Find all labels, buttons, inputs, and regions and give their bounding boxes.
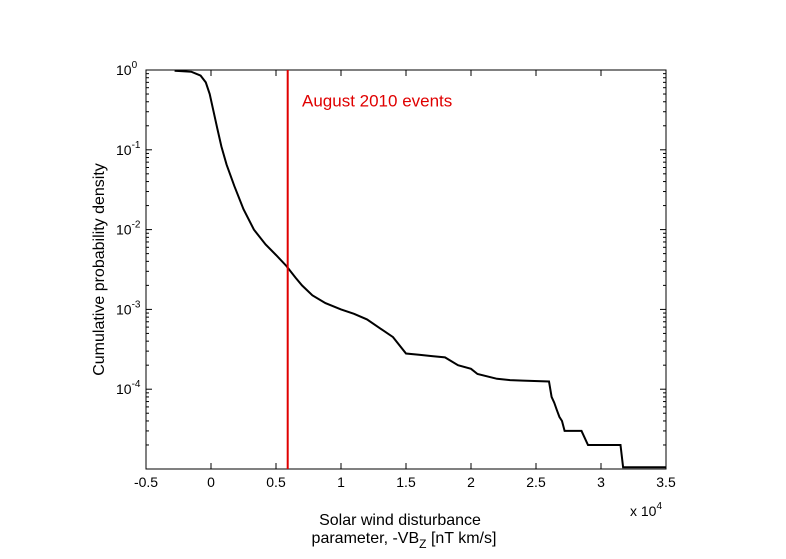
x-tick-label: 0.5: [266, 474, 286, 490]
y-tick-label: 10-4: [116, 379, 141, 397]
x-tick-label: 3.5: [656, 474, 676, 490]
x-tick-label: 3: [597, 474, 605, 490]
x-tick-label: 2.5: [526, 474, 546, 490]
cumulative-distribution-line: [174, 69, 666, 469]
x-axis-ticks: -0.5 0 0.5 1 1.5 2 2.5 3 3.5: [134, 70, 676, 490]
y-tick-label: 100: [116, 60, 138, 78]
x-axis-label-line-1: Solar wind disturbance: [319, 512, 481, 529]
series-layer: [174, 69, 666, 469]
x-axis-label-units: [nT km/s]: [427, 530, 497, 547]
y-axis-label: Cumulative probability density: [91, 163, 108, 376]
x-tick-label: 2: [467, 474, 475, 490]
x-axis-label-main: parameter, -VB: [312, 530, 420, 547]
x-axis-multiplier: x 104: [630, 501, 662, 519]
y-tick-label: 10-1: [116, 140, 141, 158]
y-axis-ticks: 100 10-1 10-2 10-3 10-4: [116, 60, 666, 446]
y-tick-label: 10-3: [116, 299, 141, 317]
x-tick-label: 1: [337, 474, 345, 490]
x-axis-label-subscript: Z: [419, 537, 426, 551]
x-multiplier-exponent: 4: [656, 501, 662, 512]
event-annotation-label: August 2010 events: [302, 91, 452, 110]
y-tick-label: 10-2: [116, 220, 141, 238]
annotation-layer: August 2010 events: [286, 70, 452, 469]
x-tick-label: 0: [207, 474, 215, 490]
x-tick-label: -0.5: [134, 474, 158, 490]
plot-area-frame: [145, 69, 667, 470]
x-axis-label-line-2: parameter, -VBZ [nT km/s]: [312, 530, 497, 551]
x-tick-label: 1.5: [396, 474, 416, 490]
x-multiplier-base: x 10: [630, 503, 657, 519]
